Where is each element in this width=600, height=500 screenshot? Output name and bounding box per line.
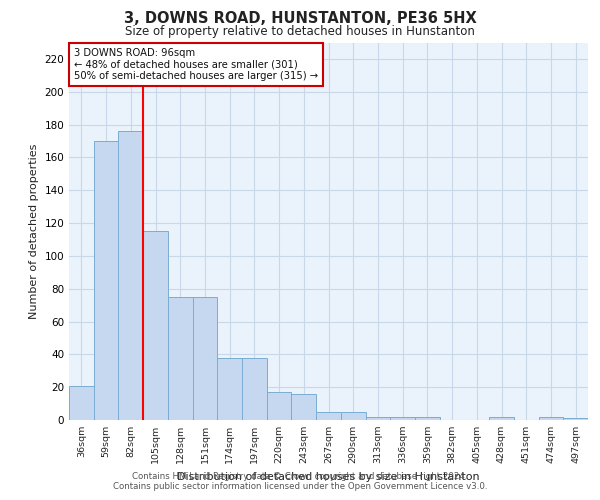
- Bar: [118, 131, 143, 420]
- Bar: [489, 416, 514, 420]
- Bar: [539, 416, 563, 420]
- Text: 3 DOWNS ROAD: 96sqm
← 48% of detached houses are smaller (301)
50% of semi-detac: 3 DOWNS ROAD: 96sqm ← 48% of detached ho…: [74, 48, 319, 82]
- Text: 3, DOWNS ROAD, HUNSTANTON, PE36 5HX: 3, DOWNS ROAD, HUNSTANTON, PE36 5HX: [124, 11, 476, 26]
- Bar: [168, 297, 193, 420]
- Bar: [267, 392, 292, 420]
- Bar: [365, 416, 390, 420]
- Y-axis label: Number of detached properties: Number of detached properties: [29, 144, 39, 319]
- Bar: [94, 141, 118, 420]
- Bar: [316, 412, 341, 420]
- Bar: [242, 358, 267, 420]
- Bar: [341, 412, 365, 420]
- Bar: [143, 231, 168, 420]
- Bar: [69, 386, 94, 420]
- Text: Size of property relative to detached houses in Hunstanton: Size of property relative to detached ho…: [125, 25, 475, 38]
- Text: Contains HM Land Registry data © Crown copyright and database right 2024.
Contai: Contains HM Land Registry data © Crown c…: [113, 472, 487, 491]
- Bar: [292, 394, 316, 420]
- Bar: [563, 418, 588, 420]
- Bar: [390, 416, 415, 420]
- X-axis label: Distribution of detached houses by size in Hunstanton: Distribution of detached houses by size …: [177, 472, 480, 482]
- Bar: [193, 297, 217, 420]
- Bar: [415, 416, 440, 420]
- Bar: [217, 358, 242, 420]
